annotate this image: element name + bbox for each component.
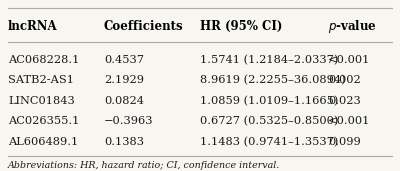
Text: $\it{p}$-value: $\it{p}$-value <box>328 18 377 35</box>
Text: <0.001: <0.001 <box>328 55 370 65</box>
Text: 0.002: 0.002 <box>328 75 361 85</box>
Text: SATB2-AS1: SATB2-AS1 <box>8 75 74 85</box>
Text: 0.0824: 0.0824 <box>104 96 144 106</box>
Text: 0.1383: 0.1383 <box>104 137 144 147</box>
Text: 0.023: 0.023 <box>328 96 361 106</box>
Text: 0.4537: 0.4537 <box>104 55 144 65</box>
Text: 1.1483 (0.9741–1.3537): 1.1483 (0.9741–1.3537) <box>200 137 338 147</box>
Text: AC068228.1: AC068228.1 <box>8 55 79 65</box>
Text: Coefficients: Coefficients <box>104 20 184 33</box>
Text: AC026355.1: AC026355.1 <box>8 116 79 126</box>
Text: 8.9619 (2.2255–36.0894): 8.9619 (2.2255–36.0894) <box>200 75 346 86</box>
Text: AL606489.1: AL606489.1 <box>8 137 78 147</box>
Text: 1.0859 (1.0109–1.1665): 1.0859 (1.0109–1.1665) <box>200 96 338 106</box>
Text: HR (95% CI): HR (95% CI) <box>200 20 282 33</box>
Text: Abbreviations: HR, hazard ratio; CI, confidence interval.: Abbreviations: HR, hazard ratio; CI, con… <box>8 161 280 170</box>
Text: 0.099: 0.099 <box>328 137 361 147</box>
Text: 2.1929: 2.1929 <box>104 75 144 85</box>
Text: 1.5741 (1.2184–2.0337): 1.5741 (1.2184–2.0337) <box>200 55 338 65</box>
Text: <0.001: <0.001 <box>328 116 370 126</box>
Text: lncRNA: lncRNA <box>8 20 58 33</box>
Text: LINC01843: LINC01843 <box>8 96 75 106</box>
Text: −0.3963: −0.3963 <box>104 116 154 126</box>
Text: 0.6727 (0.5325–0.8500): 0.6727 (0.5325–0.8500) <box>200 116 338 127</box>
